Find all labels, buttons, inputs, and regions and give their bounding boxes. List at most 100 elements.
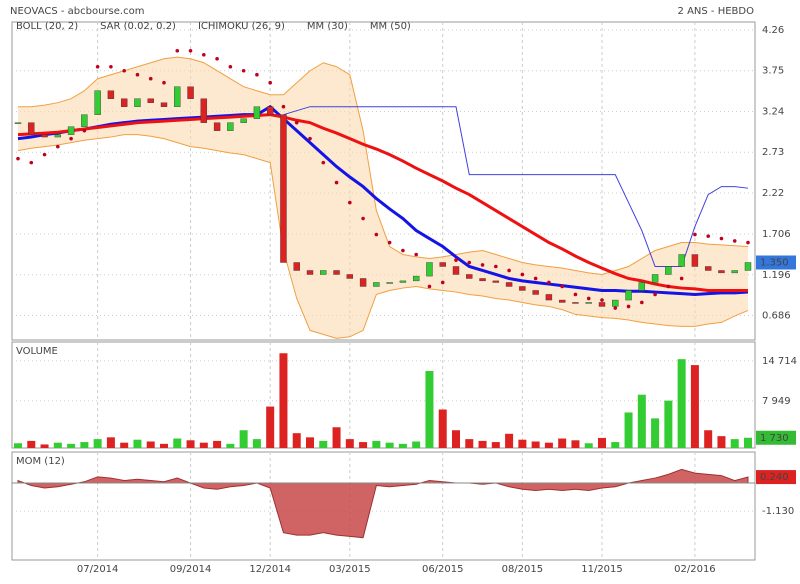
candle xyxy=(612,299,619,307)
sar-dot xyxy=(188,48,193,53)
candle xyxy=(41,134,48,138)
volume-bar xyxy=(14,443,22,448)
sar-dot xyxy=(241,68,246,73)
y-tick-label: 14 714 xyxy=(762,356,797,367)
panel-title: VOLUME xyxy=(16,346,58,357)
volume-bar xyxy=(186,440,195,448)
x-tick-label: 09/2014 xyxy=(170,564,212,575)
sar-dot xyxy=(401,248,405,253)
volume-bar xyxy=(53,442,62,448)
panel-title: MOM (12) xyxy=(16,456,65,467)
candle xyxy=(94,90,101,115)
sar-dot xyxy=(308,136,312,141)
sar-dot xyxy=(202,52,206,57)
sar-dot xyxy=(573,292,578,297)
volume-bar xyxy=(730,439,739,448)
candle xyxy=(293,262,300,271)
candle xyxy=(572,302,579,304)
sar-dot xyxy=(560,284,564,289)
candle xyxy=(704,266,712,271)
volume-bar xyxy=(133,439,142,448)
legend-entry: BOLL (20, 2) xyxy=(16,21,78,32)
sar-dot xyxy=(228,64,233,69)
sar-dot xyxy=(653,292,657,297)
sar-dot xyxy=(507,268,511,273)
candle xyxy=(306,270,314,275)
sar-dot xyxy=(520,272,525,277)
sar-dot xyxy=(42,152,47,157)
sar-dot xyxy=(374,232,379,237)
sar-dot xyxy=(69,136,73,141)
candle xyxy=(665,266,672,275)
volume-bar xyxy=(465,439,474,448)
candle xyxy=(386,282,393,284)
volume-bar xyxy=(226,443,235,448)
candle xyxy=(320,270,327,275)
x-tick-label: 02/2016 xyxy=(674,564,716,575)
candle xyxy=(399,280,407,283)
sar-dot xyxy=(613,306,618,310)
y-tick-label: 1.196 xyxy=(762,270,791,281)
volume-bar xyxy=(664,400,673,448)
sar-dot xyxy=(29,160,34,165)
volume-bar xyxy=(398,443,407,448)
volume-bar xyxy=(279,353,288,448)
volume-bar xyxy=(239,430,248,448)
candle xyxy=(545,294,553,301)
volume-bar xyxy=(199,442,208,448)
momentum-area xyxy=(17,468,749,539)
candle xyxy=(81,114,88,127)
candle xyxy=(532,290,539,295)
sar-dot xyxy=(334,180,339,185)
current-badge xyxy=(756,430,796,445)
volume-bar xyxy=(412,441,421,448)
sar-dot xyxy=(268,80,272,85)
volume-bar xyxy=(438,409,447,448)
period-label: 2 ANS - HEBDO xyxy=(678,6,755,17)
legend-entry: MM (50) xyxy=(370,21,411,32)
volume-bar xyxy=(319,440,328,448)
candle xyxy=(479,278,486,282)
sar-dot xyxy=(82,128,87,133)
volume-bar xyxy=(558,438,567,448)
candle xyxy=(492,280,500,283)
x-tick-label: 03/2015 xyxy=(329,564,371,575)
sar-dot xyxy=(440,280,445,285)
sar-dot xyxy=(679,276,684,281)
y-tick-label: 3.75 xyxy=(762,66,784,77)
y-tick-label: 0.686 xyxy=(762,311,791,322)
volume-bar xyxy=(266,406,275,448)
volume-bar xyxy=(478,440,487,448)
volume-bar xyxy=(531,441,540,448)
candle xyxy=(426,262,433,277)
sar-dot xyxy=(732,239,737,243)
volume-bar xyxy=(345,439,354,448)
candle xyxy=(280,114,287,263)
sar-dot xyxy=(427,284,432,289)
volume-bar xyxy=(624,412,633,448)
volume-bar xyxy=(372,440,381,448)
candle xyxy=(731,270,738,274)
candle xyxy=(359,278,367,287)
volume-bar xyxy=(491,442,500,448)
candle xyxy=(28,122,35,135)
volume-bar xyxy=(160,443,168,448)
sar-dot xyxy=(16,156,20,161)
sar-dot xyxy=(387,240,392,245)
sar-dot xyxy=(281,104,286,109)
candle xyxy=(651,274,659,283)
candle xyxy=(519,286,526,291)
y-tick-label: 1.706 xyxy=(762,229,791,240)
sar-dot xyxy=(693,232,697,237)
volume-bar xyxy=(173,438,182,448)
x-tick-label: 07/2014 xyxy=(77,564,119,575)
candle xyxy=(253,106,261,119)
candle xyxy=(54,134,62,138)
sar-dot xyxy=(148,76,153,81)
sar-dot xyxy=(586,296,591,301)
x-tick-label: 11/2015 xyxy=(581,564,623,575)
volume-bar xyxy=(385,442,394,448)
volume-bar xyxy=(252,439,261,448)
